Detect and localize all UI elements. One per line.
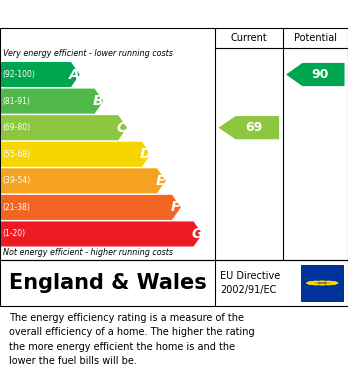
Text: (1-20): (1-20): [3, 230, 26, 239]
Text: G: G: [191, 227, 203, 241]
Polygon shape: [1, 62, 80, 87]
Circle shape: [308, 282, 314, 283]
Text: 69: 69: [245, 121, 262, 134]
Text: D: D: [140, 147, 151, 161]
Polygon shape: [1, 142, 151, 167]
Circle shape: [331, 283, 336, 284]
Text: Potential: Potential: [294, 33, 337, 43]
Text: A: A: [69, 68, 80, 82]
Circle shape: [331, 282, 336, 283]
Circle shape: [319, 281, 325, 282]
Polygon shape: [286, 63, 345, 86]
Text: 90: 90: [311, 68, 329, 81]
Text: (92-100): (92-100): [3, 70, 35, 79]
Text: C: C: [117, 121, 127, 135]
Text: (69-80): (69-80): [3, 123, 31, 132]
Text: Very energy efficient - lower running costs: Very energy efficient - lower running co…: [3, 49, 173, 58]
Polygon shape: [1, 221, 202, 246]
Text: The energy efficiency rating is a measure of the
overall efficiency of a home. T: The energy efficiency rating is a measur…: [9, 313, 254, 366]
Bar: [301, 265, 343, 301]
Polygon shape: [1, 115, 127, 140]
Text: (39-54): (39-54): [3, 176, 31, 185]
Circle shape: [326, 284, 331, 285]
Text: England & Wales: England & Wales: [9, 273, 206, 293]
Text: Not energy efficient - higher running costs: Not energy efficient - higher running co…: [3, 248, 173, 257]
Polygon shape: [219, 116, 279, 139]
Text: EU Directive
2002/91/EC: EU Directive 2002/91/EC: [220, 271, 280, 295]
Circle shape: [308, 283, 314, 284]
Text: Energy Efficiency Rating: Energy Efficiency Rating: [73, 7, 275, 22]
Text: Current: Current: [230, 33, 267, 43]
Polygon shape: [1, 89, 103, 114]
Polygon shape: [1, 168, 166, 194]
Text: F: F: [171, 201, 180, 214]
Polygon shape: [1, 195, 181, 220]
Text: E: E: [156, 174, 165, 188]
Circle shape: [319, 284, 325, 285]
Text: (21-38): (21-38): [3, 203, 31, 212]
Text: B: B: [93, 94, 103, 108]
Text: (55-68): (55-68): [3, 150, 31, 159]
Circle shape: [313, 284, 319, 285]
Text: (81-91): (81-91): [3, 97, 31, 106]
